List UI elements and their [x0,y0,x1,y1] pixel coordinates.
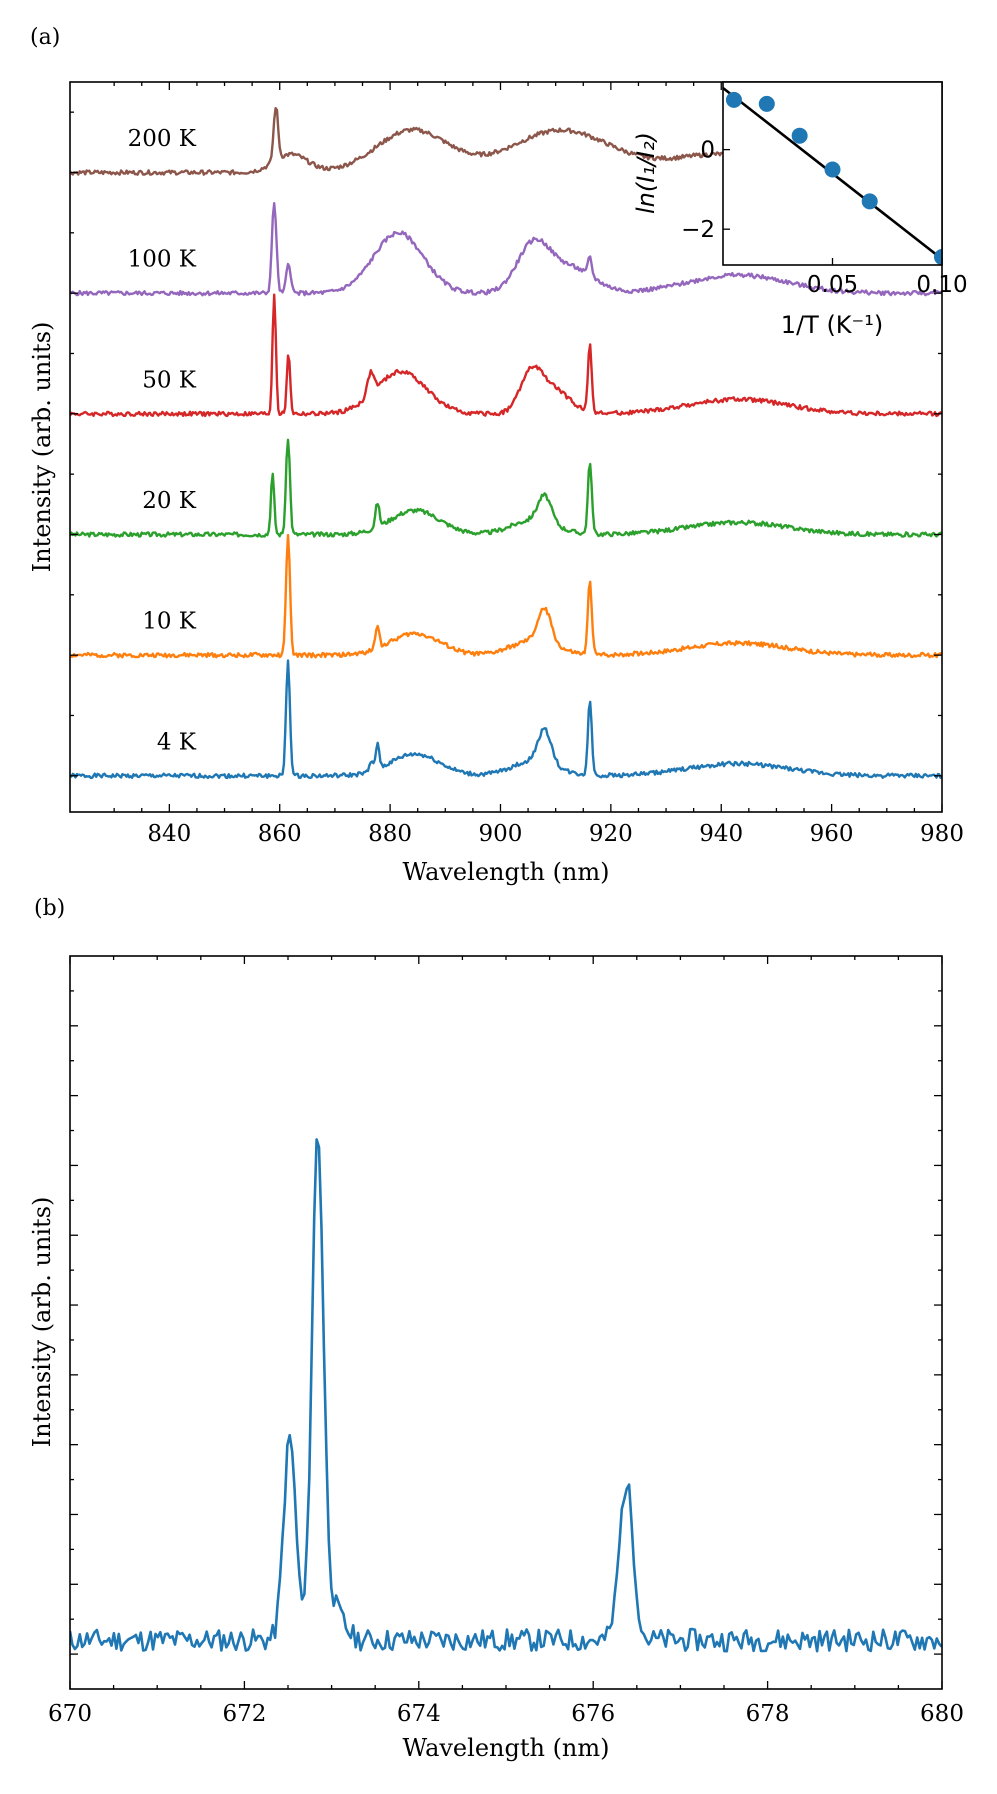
b-x-tick-label: 672 [222,1701,266,1727]
b-x-tick-label: 680 [920,1701,964,1727]
b-y-axis-label: Intensity (arb. units) [28,1197,56,1448]
a-x-axis-label: Wavelength (nm) [402,858,609,886]
inset-data-point [934,249,942,265]
inset-plot-area [723,86,942,265]
b-series-line [70,1138,942,1653]
b-x-tick-label: 678 [746,1701,790,1727]
a-series-label: 20 K [142,488,197,514]
inset-y-axis-label: ln(I₁/I₂) [632,132,660,214]
a-axis-ticks: 840 860 880 900 920 940 960 980 [70,82,964,847]
inset-content: 0.05 0.10 0 −2 [681,86,968,298]
chart-b: 670 672 674 676 678 680 Wavelength (nm) Inten… [28,955,964,1762]
inset-data-point [791,127,808,144]
panel-b-label: (b) [34,896,65,921]
a-series-label: 4 K [157,729,197,755]
a-series-line [70,202,942,297]
b-x-tick-label: 676 [571,1701,615,1727]
inset-data-point [758,95,775,112]
a-series-line [70,438,942,538]
a-x-tick-label: 900 [479,821,523,847]
b-curve [70,1138,942,1653]
a-series-label: 100 K [128,247,197,273]
a-series-label: 10 K [142,609,197,635]
a-y-axis-label: Intensity (arb. units) [28,322,56,573]
inset-chart: 0.05 0.10 0 −2 1/T (K⁻¹) ln(I₁/I₂) [632,81,968,339]
b-axis-ticks: 670 672 674 676 678 680 [48,956,964,1727]
a-x-tick-label: 920 [589,821,633,847]
inset-data-point [861,193,878,210]
b-x-tick-label: 670 [48,1701,92,1727]
a-curves [70,107,942,780]
inset-y-tick-label: 0 [700,138,715,164]
a-curve-labels: 4 K 10 K 20 K 50 K 100 K 200 K [128,126,197,755]
a-series-line [70,533,942,659]
a-x-tick-label: 960 [810,821,854,847]
a-plot-frame [69,81,943,813]
a-series-line [70,659,942,780]
inset-x-tick-label: 0.10 [916,272,967,298]
a-x-tick-label: 860 [258,821,302,847]
a-series-label: 50 K [142,367,197,393]
chart-a: 4 K 10 K 20 K 50 K 100 K 200 K 840 860 880 900 92… [28,81,968,886]
a-series-label: 200 K [128,126,197,152]
b-x-tick-label: 674 [397,1701,441,1727]
a-x-tick-label: 980 [920,821,964,847]
inset-y-tick-label: −2 [681,217,715,243]
b-x-axis-label: Wavelength (nm) [402,1734,609,1762]
a-series-line [70,293,942,418]
b-plot-frame [69,955,943,1690]
a-x-tick-label: 840 [147,821,191,847]
panel-a-label: (a) [30,25,60,50]
a-x-tick-label: 880 [368,821,412,847]
inset-data-point [824,161,841,178]
inset-frame [722,81,943,266]
inset-data-point [725,91,742,108]
inset-x-tick-label: 0.05 [807,272,858,298]
inset-x-axis-label: 1/T (K⁻¹) [781,311,883,339]
a-x-tick-label: 940 [699,821,743,847]
